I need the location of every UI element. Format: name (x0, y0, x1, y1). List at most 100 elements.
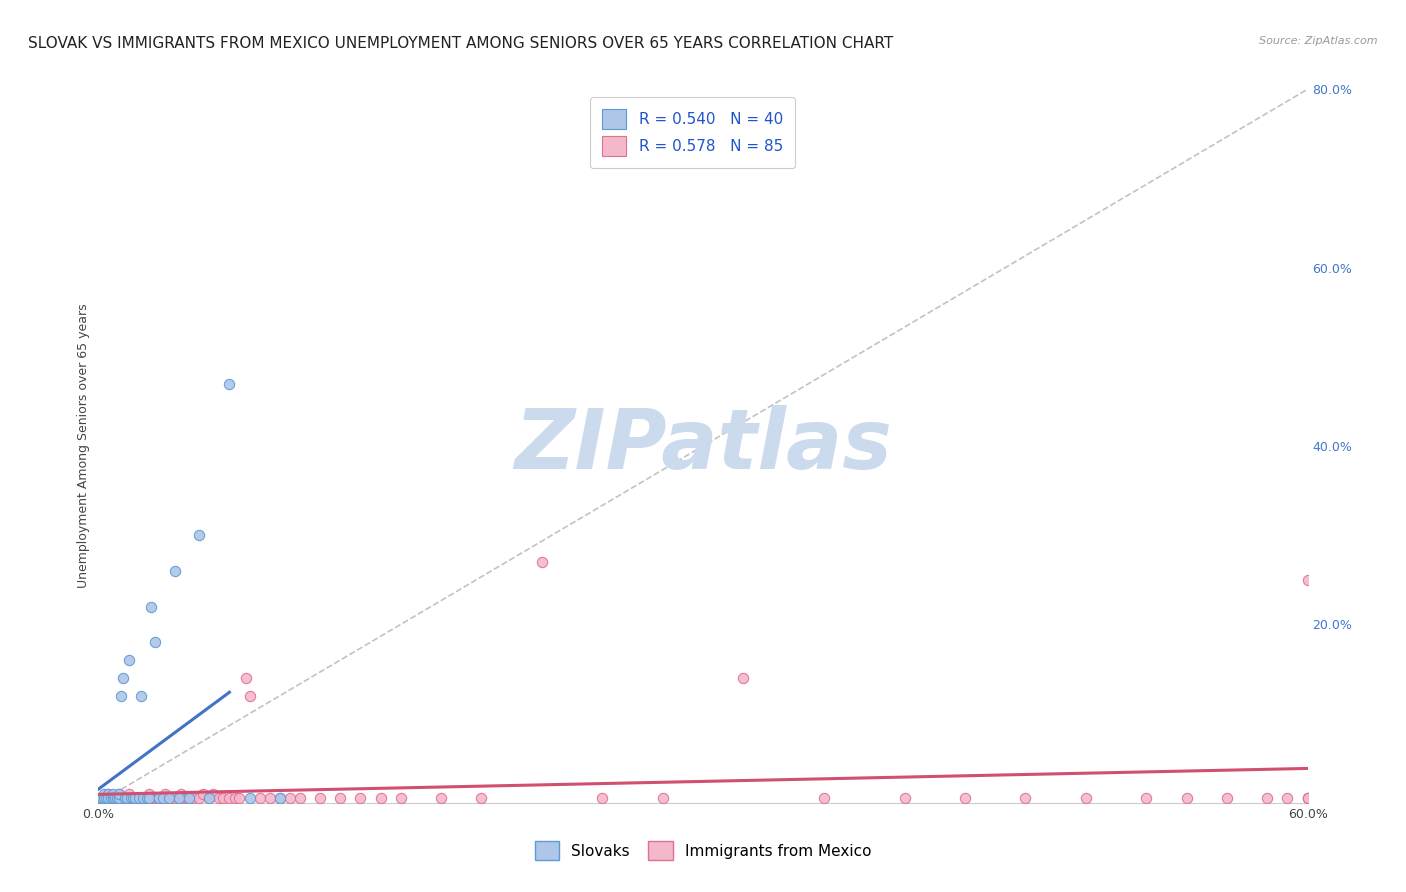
Point (101, 791, 124, 805)
Point (309, 791, 332, 805)
Point (389, 791, 412, 805)
Point (893, 791, 915, 805)
Point (101, 791, 124, 805)
Point (100, 791, 122, 805)
Point (167, 791, 190, 805)
Point (115, 791, 138, 805)
Point (153, 787, 176, 801)
Point (167, 791, 190, 805)
Point (132, 791, 155, 805)
Point (107, 791, 129, 805)
Point (218, 376, 240, 391)
Point (128, 791, 150, 805)
Point (115, 791, 138, 805)
Point (269, 791, 291, 805)
Point (1296, 791, 1319, 805)
Point (142, 791, 165, 805)
Legend: Slovaks, Immigrants from Mexico: Slovaks, Immigrants from Mexico (529, 835, 877, 866)
Point (146, 791, 169, 805)
Point (370, 791, 392, 805)
Point (181, 791, 204, 805)
Point (129, 689, 152, 703)
Point (1175, 791, 1198, 805)
Text: SLOVAK VS IMMIGRANTS FROM MEXICO UNEMPLOYMENT AMONG SENIORS OVER 65 YEARS CORREL: SLOVAK VS IMMIGRANTS FROM MEXICO UNEMPLO… (28, 36, 893, 51)
Point (121, 791, 143, 805)
Point (103, 791, 125, 805)
Point (101, 787, 124, 801)
Point (349, 791, 371, 805)
Point (118, 787, 141, 801)
Point (152, 791, 174, 805)
Point (135, 791, 157, 805)
Point (120, 791, 142, 805)
Point (93, 791, 115, 805)
Point (139, 599, 162, 614)
Point (235, 671, 257, 685)
Point (114, 791, 136, 805)
Point (228, 791, 250, 805)
Point (100, 791, 122, 805)
Point (132, 791, 155, 805)
Point (651, 791, 673, 805)
Point (89, 791, 111, 805)
Point (179, 791, 201, 805)
Point (202, 787, 225, 801)
Point (107, 787, 129, 801)
Point (97, 791, 120, 805)
Point (118, 653, 141, 667)
Point (129, 791, 152, 805)
Point (172, 791, 194, 805)
Point (1074, 791, 1097, 805)
Point (591, 791, 613, 805)
Point (110, 689, 132, 703)
Point (269, 791, 291, 805)
Point (1014, 791, 1036, 805)
Point (111, 791, 134, 805)
Text: Source: ZipAtlas.com: Source: ZipAtlas.com (1260, 36, 1378, 45)
Point (120, 791, 142, 805)
Point (89, 791, 111, 805)
Point (224, 791, 246, 805)
Point (134, 791, 156, 805)
Point (193, 787, 215, 801)
Point (430, 791, 453, 805)
Point (139, 791, 162, 805)
Point (198, 791, 221, 805)
Point (93, 791, 115, 805)
Point (97, 787, 120, 801)
Point (148, 791, 170, 805)
Point (135, 791, 157, 805)
Point (188, 528, 211, 542)
Point (218, 791, 240, 805)
Point (953, 791, 976, 805)
Point (96, 791, 118, 805)
Point (179, 791, 201, 805)
Point (239, 791, 262, 805)
Y-axis label: Unemployment Among Seniors over 65 years: Unemployment Among Seniors over 65 years (77, 303, 90, 589)
Point (125, 791, 148, 805)
Point (259, 791, 281, 805)
Point (91, 791, 114, 805)
Point (97, 791, 120, 805)
Point (93, 787, 115, 801)
Text: ZIPatlas: ZIPatlas (515, 406, 891, 486)
Point (121, 791, 143, 805)
Point (1296, 791, 1319, 805)
Point (1256, 791, 1278, 805)
Point (157, 791, 180, 805)
Point (170, 787, 193, 801)
Point (138, 791, 160, 805)
Point (157, 791, 180, 805)
Point (143, 635, 166, 649)
Point (239, 689, 262, 703)
Point (212, 791, 235, 805)
Point (124, 791, 146, 805)
Point (733, 671, 755, 685)
Point (1135, 791, 1157, 805)
Point (198, 791, 221, 805)
Point (143, 791, 166, 805)
Point (138, 787, 160, 801)
Point (105, 791, 128, 805)
Point (813, 791, 835, 805)
Point (105, 791, 128, 805)
